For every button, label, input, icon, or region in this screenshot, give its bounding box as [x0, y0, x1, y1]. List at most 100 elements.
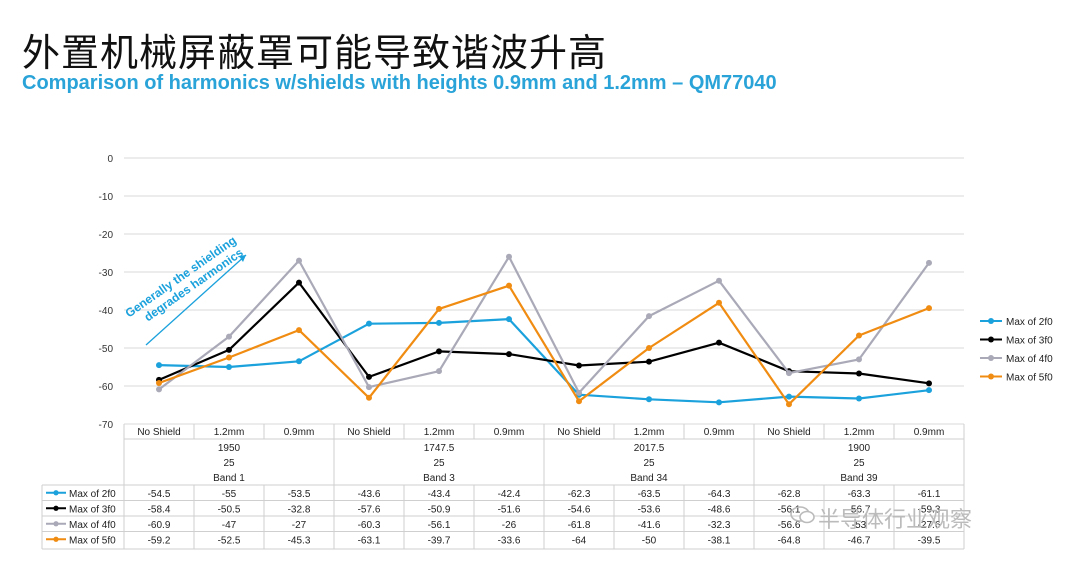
table-cell: -59.3 [918, 504, 941, 515]
data-point [576, 389, 582, 396]
group-band: Band 3 [423, 473, 455, 484]
data-point [506, 253, 512, 260]
table-cell: -61.1 [918, 489, 941, 500]
table-cell: -53 [852, 520, 867, 531]
table-cell: -50.5 [218, 504, 241, 515]
data-point [926, 380, 932, 387]
table-cell: -57.6 [358, 504, 381, 515]
group-frequency: 2017.5 [634, 443, 665, 454]
category-label: 1.2mm [844, 427, 875, 438]
data-point [366, 320, 372, 327]
annotation-arrow [145, 254, 247, 346]
table-cell: -55 [222, 489, 237, 500]
data-point [296, 279, 302, 286]
category-label: 1.2mm [214, 427, 245, 438]
legend-label: Max of 4f0 [1006, 354, 1053, 365]
data-point [296, 358, 302, 365]
page-title: 外置机械屏蔽罩可能导致谐波升高 [22, 31, 608, 75]
data-point [646, 396, 652, 403]
group-frequency: 1900 [848, 443, 871, 454]
series-lines [156, 253, 932, 408]
group-band: Band 1 [213, 473, 245, 484]
table-cell: -52.5 [218, 535, 241, 546]
legend-label: Max of 5f0 [1006, 373, 1053, 384]
data-point [366, 394, 372, 401]
y-tick-label: -30 [99, 268, 114, 279]
series-line [158, 284, 930, 406]
table-cell: -60.9 [148, 520, 171, 531]
series-line [158, 318, 930, 404]
category-label: 1.2mm [424, 427, 455, 438]
data-point [646, 358, 652, 365]
category-label: 0.9mm [284, 427, 315, 438]
data-point [576, 362, 582, 369]
category-label: 0.9mm [914, 427, 945, 438]
table-cell: -51.6 [498, 504, 521, 515]
data-point [226, 346, 232, 353]
category-label: No Shield [347, 427, 390, 438]
table-cell: -43.6 [358, 489, 381, 500]
watermark: 半导体行业观察 [818, 508, 973, 533]
data-point [576, 398, 582, 405]
data-point [716, 399, 722, 406]
category-label: No Shield [557, 427, 600, 438]
y-tick-label: -40 [99, 306, 114, 317]
category-label: 0.9mm [494, 427, 525, 438]
data-point [366, 373, 372, 380]
table-cell: -46.7 [848, 535, 871, 546]
table-cell: -56.6 [778, 520, 801, 531]
data-point [156, 386, 162, 393]
category-label: 0.9mm [704, 427, 735, 438]
table-cell: -64.3 [708, 489, 731, 500]
table-cell: -63.5 [638, 489, 661, 500]
table-cell: -62.3 [568, 489, 591, 500]
table-cell: -63.3 [848, 489, 871, 500]
y-tick-label: -60 [99, 382, 114, 393]
table-cell: -60.3 [358, 520, 381, 531]
data-point [156, 362, 162, 369]
table-cell: -33.6 [498, 535, 521, 546]
data-point [646, 313, 652, 320]
chart-grid [124, 157, 964, 425]
legend-marker [988, 355, 994, 361]
table-cell: -43.4 [428, 489, 451, 500]
table-cell: -62.8 [778, 489, 801, 500]
data-point [856, 356, 862, 363]
table-cell: -47 [222, 520, 237, 531]
y-tick-label: -70 [99, 420, 114, 431]
table-series-label: Max of 3f0 [69, 504, 116, 515]
table-legend-marker [53, 490, 59, 496]
table-cell: -64 [572, 535, 587, 546]
table-cell: -42.4 [498, 489, 521, 500]
table-cell: -56.7 [848, 504, 871, 515]
table-cell: -53.6 [638, 504, 661, 515]
y-tick-label: -20 [99, 230, 114, 241]
legend-label: Max of 2f0 [1006, 317, 1053, 328]
table-cell: -59.2 [148, 535, 171, 546]
legend-marker [988, 373, 994, 380]
group-frequency: 1747.5 [424, 443, 455, 454]
table-cell: -56.1 [778, 504, 801, 515]
y-tick-label: -50 [99, 344, 114, 355]
data-point [506, 351, 512, 358]
table-cell: -50.9 [428, 504, 451, 515]
data-point [856, 332, 862, 339]
table-cell: -32.8 [288, 504, 311, 515]
data-point [226, 354, 232, 361]
data-point [646, 345, 652, 351]
legend: Max of 2f0 Max of 3f0 Max of 4f0 Max of 5f0 [980, 317, 1053, 384]
table-legend-marker [53, 536, 59, 542]
table-cell: -64.8 [778, 535, 801, 546]
data-point [856, 370, 862, 377]
table-series-label: Max of 4f0 [69, 520, 116, 531]
y-tick-label: -10 [99, 192, 114, 203]
group-count: 25 [643, 458, 655, 469]
legend-label: Max of 3f0 [1006, 336, 1053, 347]
data-point [436, 348, 442, 355]
table-series-label: Max of 2f0 [69, 489, 116, 500]
y-axis: 0 -10 -20 -30 -40 -50 -60 -70 [99, 154, 114, 431]
table-cell: -26 [502, 520, 517, 531]
annotation: Generally the shielding degrades harmoni… [123, 233, 246, 324]
table-cell: -56.1 [428, 520, 451, 531]
data-point [506, 316, 512, 323]
